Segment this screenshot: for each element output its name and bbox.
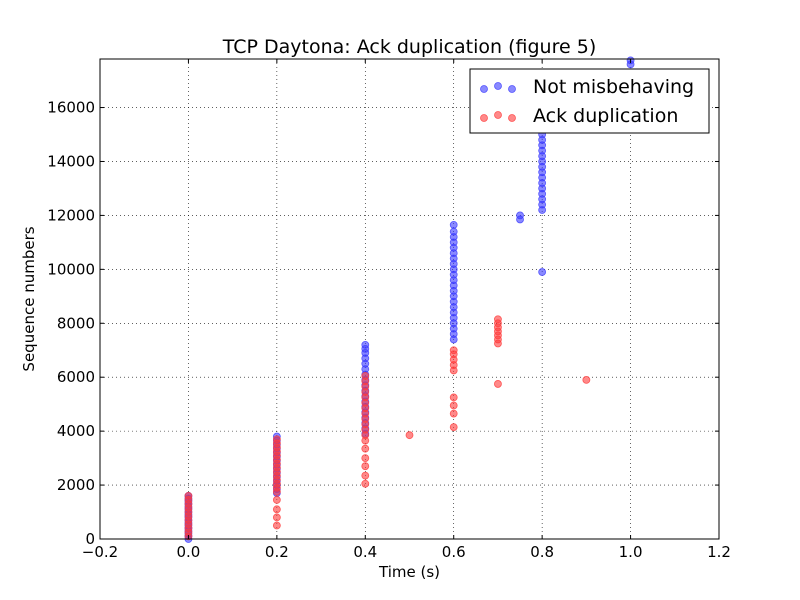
y-tick-label: 8000 [57,314,95,332]
data-point [361,454,370,463]
legend-marker-dot [480,85,488,93]
data-point [494,380,502,388]
series-1-points [184,315,591,541]
y-tick-label: 4000 [57,422,95,440]
legend-marker-dot [494,82,502,90]
data-point [272,435,281,444]
legend-marker-dot [480,114,488,122]
y-tick-label: 6000 [57,368,95,386]
data-point [538,268,547,276]
legend-label-not-misbehaving: Not misbehaving [533,76,694,98]
y-tick-label: 2000 [57,476,95,494]
legend-marker-dot [508,85,516,93]
x-tick-label: 1.0 [619,543,643,561]
data-point [494,315,502,324]
data-point [582,375,591,384]
x-tick-label: 1.2 [707,543,731,561]
data-point [272,521,281,530]
data-point [516,211,524,220]
legend-marker-not-misbehaving [480,82,516,93]
legend-box [469,68,710,134]
chart-title: TCP Daytona: Ack duplication (figure 5) [222,36,596,58]
data-point [361,479,370,488]
x-tick-label: 0.2 [265,543,289,561]
data-point [449,423,458,431]
data-point [361,371,370,380]
y-tick-label: 14000 [47,152,95,170]
data-point [449,220,458,229]
data-point [449,401,458,410]
data-point [449,346,458,355]
x-tick-label: 0.0 [176,543,200,561]
data-point [405,431,414,440]
data-point [272,513,281,522]
data-point [272,495,281,504]
y-tick-labels: 0 2000 4000 6000 8000 10000 12000 14000 16000 [47,99,95,548]
data-points [184,56,635,543]
y-tick-label: 10000 [47,260,95,278]
legend: Not misbehaving Ack duplication [469,68,710,134]
x-tick-labels: −0.2 0.0 0.2 0.4 0.6 0.8 1.0 1.2 [82,543,731,561]
data-point [361,471,370,480]
x-axis-title: Time (s) [378,563,440,581]
legend-marker-ack-duplication [480,111,516,122]
x-tick-label: 0.8 [530,543,554,561]
x-tick-label: −0.2 [82,543,118,561]
legend-label-ack-duplication: Ack duplication [533,105,678,127]
data-point [361,340,370,349]
data-point [449,409,458,418]
x-tick-label: 0.4 [353,543,377,561]
y-axis-title: Sequence numbers [20,226,38,371]
y-tick-label: 0 [85,530,95,548]
data-point [361,462,370,471]
data-point [272,505,281,514]
legend-marker-dot [508,114,516,122]
data-point [184,491,193,500]
legend-marker-dot [494,111,502,119]
y-tick-label: 12000 [47,206,95,224]
y-tick-label: 16000 [47,99,95,117]
x-tick-label: 0.6 [442,543,466,561]
data-point [449,393,458,402]
plot-area [100,59,719,539]
data-point [449,227,458,236]
axis-ticks [99,59,720,540]
plot-frame [99,58,720,540]
data-point [361,444,370,453]
